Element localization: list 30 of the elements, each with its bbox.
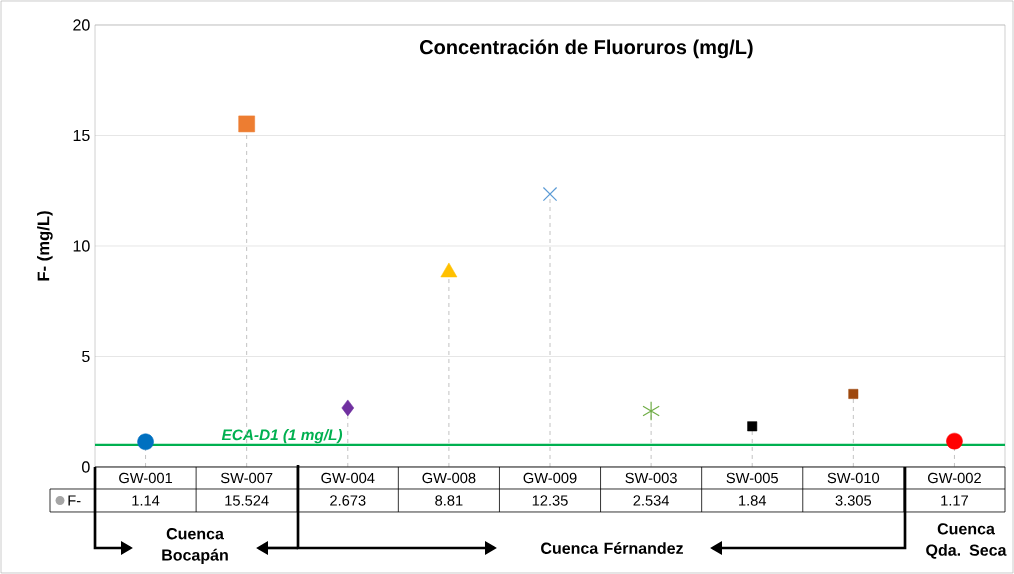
data-label: 1.84	[739, 495, 767, 506]
x-tick-label: SW-005	[726, 472, 778, 484]
x-tick-label: GW-002	[928, 472, 981, 484]
x-tick-label: GW-004	[321, 472, 375, 484]
data-label: 12.35	[532, 495, 568, 506]
y-tick-label: 20	[73, 19, 90, 31]
data-label: 8.81	[435, 495, 463, 506]
text: Concentración de Fluoruros (mg/L)	[419, 39, 753, 59]
text: Cuenca Férnandez	[541, 542, 683, 554]
text: Cuenca Qda. Seca	[926, 523, 1007, 559]
y-tick-label: 0	[82, 461, 90, 473]
data-label: 2.673	[330, 495, 366, 506]
y-tick-label: 5	[82, 350, 90, 363]
x-tick-label: GW-001	[119, 472, 173, 484]
data-label: 3.305	[835, 495, 872, 506]
x-tick-label: SW-003	[625, 472, 677, 484]
data-label: 15.524	[225, 495, 269, 506]
x-tick-label: GW-008	[422, 472, 476, 484]
ref-line-label: ECA-D1 (1 mg/L)	[221, 429, 343, 444]
text: F-	[68, 495, 81, 506]
x-tick-label: GW-009	[523, 472, 577, 484]
x-tick-label: SW-010	[827, 472, 880, 484]
data-label: 1.14	[132, 495, 160, 506]
data-label: 1.17	[941, 495, 968, 506]
y-tick-label: 15	[73, 129, 90, 142]
data-label: 2.534	[633, 495, 670, 506]
y-axis-title: F- (mg/L)	[37, 211, 53, 281]
x-tick-label: SW-007	[220, 472, 273, 484]
y-tick-label: 10	[73, 240, 90, 252]
text: Cuenca Bocapán	[162, 528, 228, 564]
